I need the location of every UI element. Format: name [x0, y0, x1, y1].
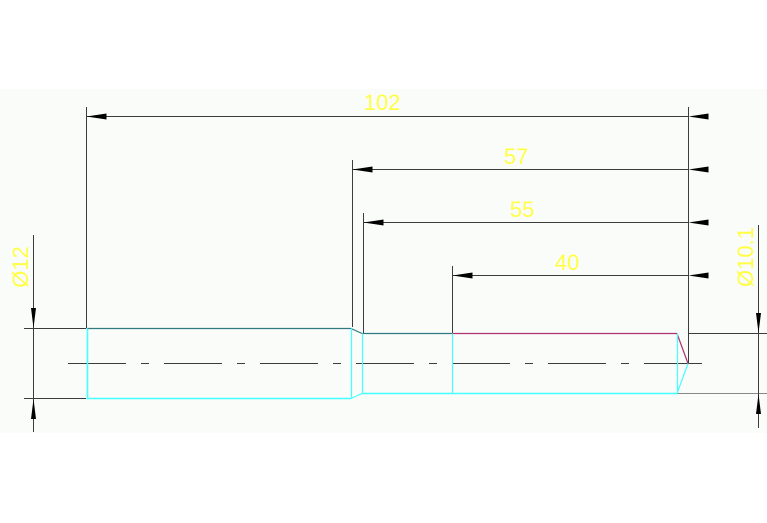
dim-text-dia12: Ø12: [8, 246, 33, 288]
dim-text-55: 55: [510, 197, 534, 222]
arrow-up-icon: [31, 399, 36, 419]
shaft-part: [86, 327, 689, 400]
drawing-area: [0, 89, 767, 433]
arrow-up-icon: [756, 394, 761, 414]
dim-text-57: 57: [504, 144, 528, 169]
arrow-down-icon: [31, 308, 36, 328]
extension-lines: [24, 107, 767, 399]
dim-text-dia10-1: Ø10.1: [733, 227, 758, 287]
arrow-down-icon: [756, 313, 761, 333]
dim-text-102: 102: [364, 90, 401, 115]
dim-text-40: 40: [555, 250, 579, 275]
